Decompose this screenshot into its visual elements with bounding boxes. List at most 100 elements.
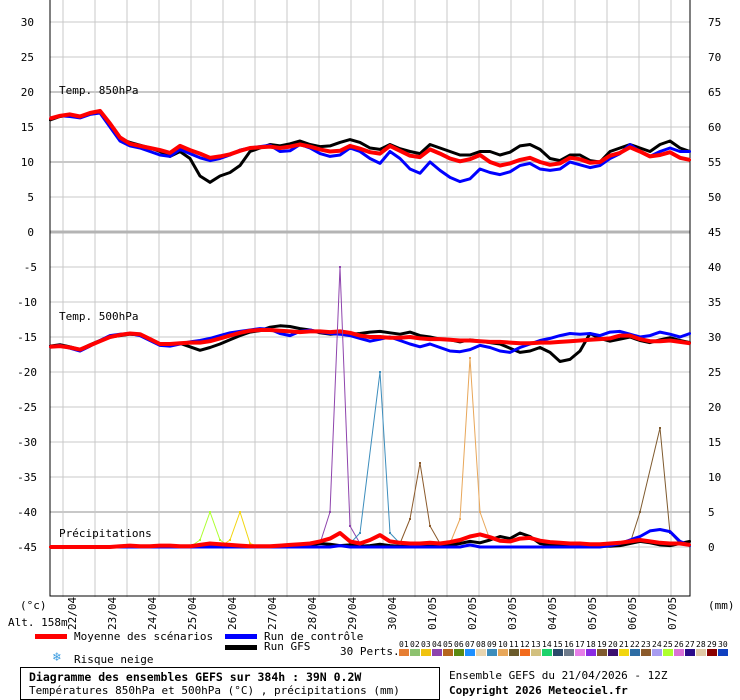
gfs-line-1-point xyxy=(499,343,501,345)
chart-subtitle: Températures 850hPa et 500hPa (°C) , pré… xyxy=(29,684,400,697)
panel-label: Précipitations xyxy=(59,527,152,540)
y-tick-label-850: 20 xyxy=(21,86,34,99)
mean-line-2-point xyxy=(509,540,511,543)
mean-line-1-point xyxy=(419,337,421,340)
y-tick-label-850: 15 xyxy=(21,121,34,134)
control-line-2-point xyxy=(319,546,321,548)
gfs-line-1-point xyxy=(559,360,561,363)
control-line-1-point xyxy=(379,338,381,341)
mean-line-1-point xyxy=(319,330,321,333)
control-line-0-point xyxy=(169,155,171,158)
control-line-2-point xyxy=(369,546,371,548)
mean-line-2-point xyxy=(499,539,501,542)
mean-line-2-point xyxy=(669,542,671,545)
gfs-line-1-point xyxy=(359,332,361,335)
control-line-2-point xyxy=(549,546,551,548)
y2-tick-label-precip: 40 xyxy=(708,261,721,274)
mean-line-1-point xyxy=(159,343,161,345)
y2-tick-label-850: 75 xyxy=(708,16,721,29)
mean-line-1-point xyxy=(289,330,291,333)
gfs-line-0-point xyxy=(249,150,251,153)
control-line-2-point xyxy=(329,546,331,548)
gfs-line-1-point xyxy=(229,338,231,341)
control-line-1-point xyxy=(409,343,411,345)
mean-line-1-point xyxy=(249,329,251,332)
control-line-0-point xyxy=(399,157,401,160)
mean-line-2-point xyxy=(609,542,611,545)
gfs-line-0-point xyxy=(239,164,241,167)
control-line-1-point xyxy=(169,345,171,348)
perturbation-swatch xyxy=(421,649,431,656)
gfs-line-0-point xyxy=(639,147,641,149)
x-tick-label: 24/04 xyxy=(146,597,159,630)
perturbation-number: 05 xyxy=(443,640,453,649)
mean-line-2-point xyxy=(539,539,541,542)
x-tick-label: 22/04 xyxy=(66,597,79,630)
mean-line-1-point xyxy=(619,334,621,337)
control-line-0-point xyxy=(279,150,281,153)
control-swatch xyxy=(225,634,257,639)
mean-line-2-point xyxy=(299,543,301,546)
perturbation-swatch xyxy=(641,649,651,656)
gfs-line-0-point xyxy=(429,143,431,146)
mean-line-0-point xyxy=(89,112,91,114)
control-line-2-point xyxy=(449,546,451,548)
mean-line-1-point xyxy=(259,329,261,331)
perturbation-19-line-point xyxy=(659,427,661,429)
mean-line-0-point xyxy=(479,154,481,156)
control-line-0-point xyxy=(569,161,571,163)
mean-line-1-point xyxy=(469,339,471,342)
perturbation-09-line xyxy=(349,371,401,544)
perturbation-swatch xyxy=(685,649,695,656)
control-line-1-point xyxy=(499,350,501,352)
perturbation-number: 06 xyxy=(454,640,464,649)
mean-line-0-point xyxy=(209,156,211,159)
control-line-1-point xyxy=(669,333,671,336)
mean-line-0-point xyxy=(229,153,231,156)
perturbation-19-line-point xyxy=(639,511,641,513)
control-line-0-point xyxy=(209,159,211,162)
mean-line-1-point xyxy=(269,329,271,331)
control-line-1-point xyxy=(689,332,691,335)
control-line-0-point xyxy=(129,144,131,147)
mean-line-1-point xyxy=(129,332,131,335)
mean-line-1-point xyxy=(539,341,541,344)
control-line-0-point xyxy=(489,171,491,174)
gfs-line-1-point xyxy=(279,324,281,327)
perturbation-number: 27 xyxy=(685,640,695,649)
control-line-2-point xyxy=(509,546,511,548)
perturbation-number: 17 xyxy=(575,640,585,649)
mean-line-2-point xyxy=(479,533,481,536)
control-line-2-point xyxy=(499,546,501,548)
gfs-line-0-point xyxy=(219,175,221,177)
mean-line-0-point xyxy=(609,154,611,157)
control-line-2-point xyxy=(379,546,381,548)
mean-line-2-point xyxy=(59,546,61,548)
perturbation-number: 18 xyxy=(586,640,596,649)
mean-line-1-point xyxy=(689,342,691,345)
mean-line-1-point xyxy=(519,342,521,345)
gfs-line-1-point xyxy=(509,347,511,350)
control-line-2-point xyxy=(519,546,521,548)
perturbation-02-line-point xyxy=(209,511,211,513)
control-line-1-point xyxy=(579,333,581,336)
perturbation-number: 30 xyxy=(718,640,728,649)
gfs-line-0-point xyxy=(499,154,501,156)
gfs-line-0-point xyxy=(649,150,651,153)
control-line-2-point xyxy=(559,546,561,548)
mean-line-1-point xyxy=(139,333,141,336)
gfs-line-2-point xyxy=(509,537,511,540)
mean-line-2-point xyxy=(359,542,361,545)
perturbation-swatch xyxy=(498,649,508,656)
gfs-line-2-point xyxy=(619,544,621,547)
perturbation-09-line-point xyxy=(359,532,361,534)
mean-line-1-point xyxy=(479,340,481,343)
gfs-line-1-point xyxy=(219,343,221,345)
perturbation-number: 20 xyxy=(608,640,618,649)
perturbation-number: 04 xyxy=(432,640,442,649)
y-tick-label-500: -45 xyxy=(17,541,37,554)
perturbation-swatch xyxy=(465,649,475,656)
gfs-line-2-point xyxy=(449,543,451,546)
control-line-0-point xyxy=(589,166,591,169)
mean-line-1-point xyxy=(449,338,451,341)
